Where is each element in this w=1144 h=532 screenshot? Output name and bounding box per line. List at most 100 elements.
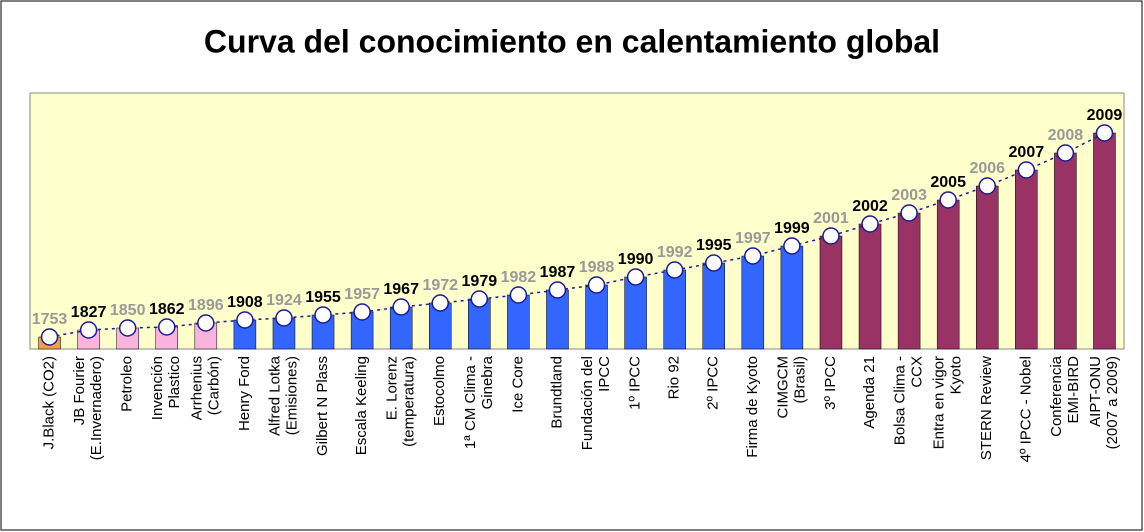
bar [780, 245, 804, 350]
marker [587, 276, 606, 294]
year-label: 1827 [71, 304, 107, 321]
x-tick-label: 2º IPCC [705, 356, 722, 410]
year-label: 1979 [462, 273, 498, 290]
x-tick-label: Invención [149, 356, 166, 420]
x-tick-label: Plastico [166, 356, 183, 409]
year-label: 1908 [227, 294, 263, 311]
x-tick-label: Ice Core [509, 356, 526, 413]
year-label: 1753 [32, 311, 68, 328]
bar [858, 223, 882, 350]
year-label: 2008 [1048, 127, 1084, 144]
x-tick-label: Brundtland [548, 356, 565, 429]
year-label: 2007 [1009, 144, 1045, 161]
bar [819, 235, 843, 350]
marker [509, 286, 528, 304]
bar [1054, 152, 1077, 350]
year-label: 1955 [305, 289, 341, 306]
x-tick-label: Gilbert N Plass [314, 356, 331, 456]
x-tick-label: (Emisiones) [283, 356, 300, 435]
x-tick-label: (2007 a 2009) [1104, 356, 1121, 449]
x-tick-label: Bolsa Clima - [892, 356, 909, 445]
year-label: 1997 [735, 230, 771, 247]
marker [118, 319, 137, 337]
marker [197, 314, 215, 332]
bar [976, 185, 999, 350]
marker [392, 298, 410, 316]
x-tick-label: (Carbón) [205, 356, 222, 415]
x-tick-label: Estocolmo [431, 356, 448, 426]
x-tick-label: Entra en vigor [931, 356, 948, 449]
marker [900, 204, 918, 222]
marker [236, 311, 254, 329]
x-tick-label: (Brasil) [791, 356, 808, 404]
bar [585, 284, 608, 350]
marker [314, 306, 332, 324]
x-tick-label: STERN Review [978, 356, 995, 460]
year-label: 1862 [149, 301, 185, 318]
x-tick-label: 4º IPCC - Nobel [1017, 356, 1034, 462]
year-label: 1995 [696, 237, 732, 254]
x-tick-label: 1º IPCC [627, 356, 644, 410]
marker [1017, 161, 1036, 179]
x-tick-label: J.Black (CO2) [41, 356, 58, 449]
marker [822, 227, 840, 245]
x-tick-label: Agenda 21 [861, 356, 878, 429]
marker [1056, 144, 1075, 162]
marker [978, 177, 996, 195]
year-label: 2001 [813, 210, 849, 227]
year-label: 1924 [266, 292, 302, 309]
x-tick-label: Alfred Lotka [266, 355, 283, 436]
year-label: 1850 [110, 302, 146, 319]
year-label: 2002 [852, 198, 888, 215]
x-tick-label: AIPT-ONU [1087, 356, 1104, 427]
marker [79, 321, 98, 339]
x-tick-label: (E.Invernadero) [88, 356, 105, 460]
x-tick-label: Rio 92 [666, 356, 683, 399]
year-label: 1957 [344, 286, 380, 303]
x-tick-label: Escala Keeling [353, 356, 370, 455]
bar [663, 269, 686, 350]
marker [40, 328, 59, 346]
marker [158, 318, 176, 336]
x-tick-label: Petroleo [119, 356, 136, 412]
x-tick-label: Fundación del [579, 356, 596, 450]
marker [783, 237, 801, 255]
marker [744, 247, 762, 265]
marker [353, 303, 371, 321]
marker [548, 281, 567, 299]
bar [624, 276, 647, 350]
x-tick-label: Conferencia [1048, 355, 1065, 437]
year-label: 2009 [1087, 107, 1123, 124]
year-label: 1896 [188, 297, 224, 314]
marker [665, 261, 684, 279]
year-label: 1988 [579, 259, 615, 276]
year-label: 1967 [383, 281, 419, 298]
marker [1095, 124, 1114, 142]
year-label: 2003 [891, 187, 927, 204]
bar [741, 255, 765, 350]
x-tick-label: E. Lorenz [384, 356, 401, 420]
marker [626, 268, 645, 286]
x-tick-label: (temperatura) [401, 356, 418, 447]
year-label: 1972 [422, 277, 458, 294]
bar [936, 199, 960, 350]
marker [705, 254, 723, 272]
x-tick-label: CIMGCM [774, 356, 791, 419]
marker [275, 309, 293, 327]
x-tick-label: 1ª CM Clima - [462, 356, 479, 449]
bar [702, 262, 725, 350]
year-label: 1987 [540, 264, 576, 281]
year-label: 2006 [969, 160, 1005, 177]
marker [861, 215, 879, 233]
year-label: 1990 [618, 251, 654, 268]
x-tick-label: Firma de Kyoto [744, 356, 761, 458]
x-tick-label: IPCC [596, 356, 613, 392]
marker [939, 191, 957, 209]
bar [546, 289, 569, 350]
year-label: 1992 [657, 244, 693, 261]
bar [1015, 169, 1038, 350]
x-tick-label: Ginebra [479, 355, 496, 409]
x-tick-label: Kyoto [948, 356, 965, 394]
marker [470, 290, 489, 308]
